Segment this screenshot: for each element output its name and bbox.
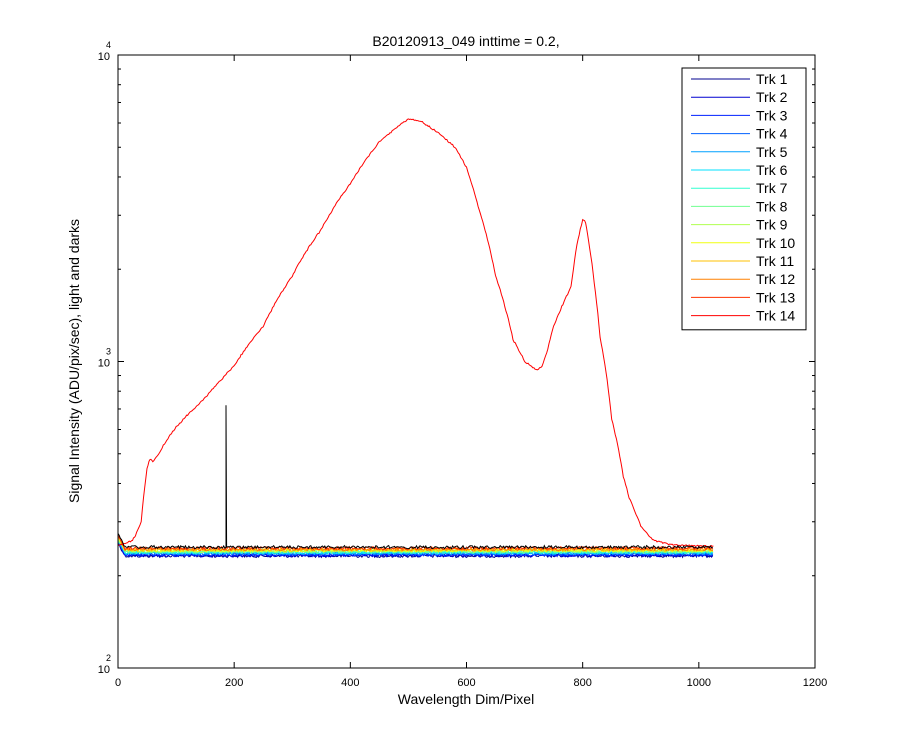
plot-lines [117,118,714,559]
series-line-10 [117,538,714,554]
legend-label: Trk 6 [756,162,788,178]
legend-label: Trk 12 [756,271,795,287]
x-tick-label: 1000 [687,677,711,689]
y-tick-exponent: 3 [106,347,111,357]
legend-label: Trk 9 [756,217,788,233]
legend-label: Trk 8 [756,198,788,214]
y-tick-exponent: 2 [106,653,111,663]
x-tick-label: 200 [225,677,243,689]
x-tick-label: 400 [341,677,359,689]
legend-label: Trk 4 [756,126,788,142]
legend-label: Trk 7 [756,180,788,196]
y-tick-label: 10 [98,664,110,676]
legend-label: Trk 3 [756,107,788,123]
series-line-14 [117,118,714,548]
legend-label: Trk 10 [756,235,795,251]
legend: Trk 1 Trk 2 Trk 3 Trk 4 Trk 5 Trk 6 Trk 7 Trk 8… [681,67,807,331]
y-tick-label: 10 [98,51,110,63]
x-tick-label: 800 [573,677,591,689]
series-line-15 [117,405,713,550]
x-tick-label: 0 [115,677,121,689]
y-tick-label: 10 [98,358,110,370]
legend-box [681,67,807,331]
chart-title: B20120913_049 inttime = 0.2, [372,33,559,49]
legend-label: Trk 11 [756,253,794,269]
series-line-3 [117,542,713,558]
legend-label: Trk 14 [756,308,795,324]
x-tick-label: 1200 [803,677,827,689]
legend-label: Trk 13 [756,289,795,305]
legend-label: Trk 2 [756,89,788,105]
y-tick-exponent: 4 [106,40,111,50]
x-tick-label: 600 [457,677,475,689]
y-axis-label: Signal Intensity (ADU/pix/sec), light an… [66,219,82,503]
x-axis-label: Wavelength Dim/Pixel [398,691,534,707]
legend-label: Trk 5 [756,144,788,160]
legend-label: Trk 1 [756,71,788,87]
